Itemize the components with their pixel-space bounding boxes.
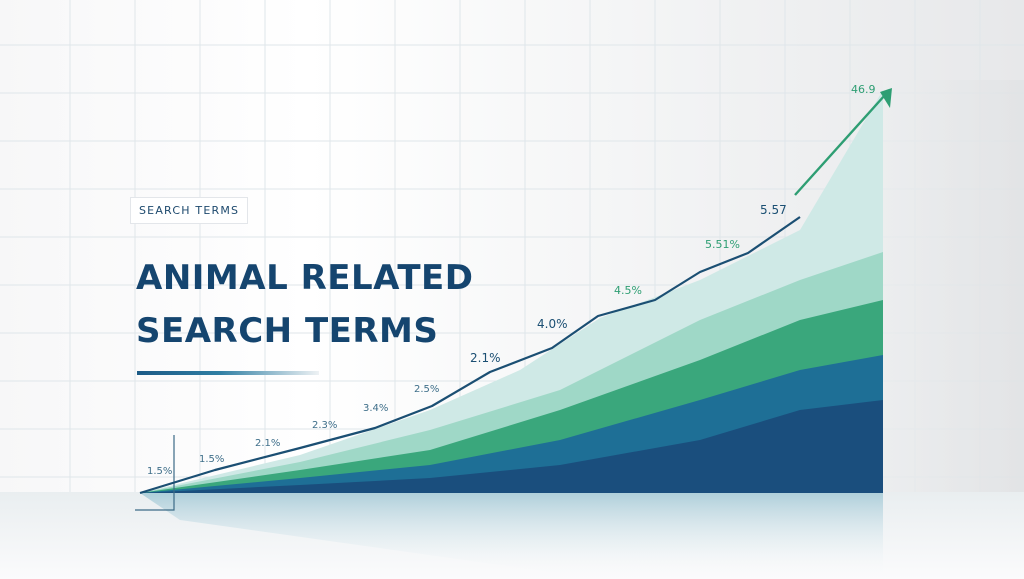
right-wall-panel xyxy=(883,80,1024,492)
data-label: 46.9 xyxy=(851,83,876,96)
data-label: 1.5% xyxy=(199,454,224,465)
stacked-area-bands xyxy=(140,90,883,493)
data-label: 2.1% xyxy=(470,351,501,365)
title-accent-underline xyxy=(137,371,319,375)
data-label: 3.4% xyxy=(363,403,388,414)
title-line-1: ANIMAL RELATED xyxy=(136,258,474,298)
data-label: 2.5% xyxy=(414,384,439,395)
y-axis-bracket xyxy=(135,435,175,511)
trend-line-group xyxy=(139,88,892,495)
data-label: 4.5% xyxy=(614,284,642,297)
data-label: 4.0% xyxy=(537,317,568,331)
data-label: 5.57 xyxy=(760,203,787,217)
page-title: ANIMAL RELATED SEARCH TERMS xyxy=(136,252,473,358)
data-label: 5.51% xyxy=(705,238,740,251)
data-label-group: 1.5% 1.5% 2.1% 2.3% 3.4% 2.5% 2.1% 4.0% 4.5% 5.51… xyxy=(147,83,876,477)
data-label: 2.1% xyxy=(255,438,280,449)
title-line-2: SEARCH TERMS xyxy=(136,311,439,351)
area-band-5 xyxy=(140,400,883,493)
trend-arrow-shaft xyxy=(794,94,886,196)
data-label: 1.5% xyxy=(147,466,172,477)
trend-line xyxy=(139,216,801,495)
section-tag: SEARCH TERMS xyxy=(130,197,248,224)
area-reflection xyxy=(140,493,883,579)
data-label: 2.3% xyxy=(312,420,337,431)
arrow-head-icon xyxy=(880,88,892,108)
